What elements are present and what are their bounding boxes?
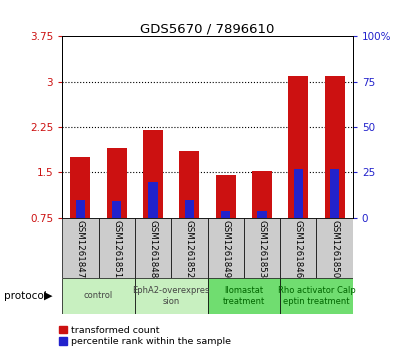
Bar [76,200,85,218]
Legend: transformed count, percentile rank within the sample: transformed count, percentile rank withi… [59,326,231,346]
FancyBboxPatch shape [171,218,208,278]
Bar [330,169,339,218]
Text: GSM1261851: GSM1261851 [112,220,121,278]
Text: EphA2-overexpres
sion: EphA2-overexpres sion [132,286,210,306]
Text: GSM1261848: GSM1261848 [149,220,158,278]
Bar [179,151,199,218]
Text: GSM1261846: GSM1261846 [294,220,303,278]
FancyBboxPatch shape [280,218,317,278]
Bar [325,76,344,218]
Bar [221,211,230,218]
Bar [149,182,158,218]
Text: Rho activator Calp
eptin treatment: Rho activator Calp eptin treatment [278,286,355,306]
Title: GDS5670 / 7896610: GDS5670 / 7896610 [140,22,275,35]
Text: GSM1261853: GSM1261853 [257,220,266,278]
Text: ▶: ▶ [44,291,52,301]
Text: GSM1261849: GSM1261849 [221,220,230,278]
Bar [216,175,236,218]
FancyBboxPatch shape [208,278,280,314]
FancyBboxPatch shape [280,278,353,314]
Text: GSM1261850: GSM1261850 [330,220,339,278]
Text: GSM1261852: GSM1261852 [185,220,194,278]
Bar [294,169,303,218]
FancyBboxPatch shape [62,218,99,278]
Text: llomastat
treatment: llomastat treatment [223,286,265,306]
Text: GSM1261847: GSM1261847 [76,220,85,278]
FancyBboxPatch shape [208,218,244,278]
FancyBboxPatch shape [135,278,208,314]
Text: control: control [84,291,113,300]
Bar [252,171,272,218]
Bar [71,157,90,218]
FancyBboxPatch shape [99,218,135,278]
FancyBboxPatch shape [135,218,171,278]
Bar [185,200,194,218]
Bar [112,201,121,218]
Bar [107,148,127,218]
FancyBboxPatch shape [317,218,353,278]
Bar [257,211,266,218]
Bar [143,130,163,218]
Text: protocol: protocol [4,291,47,301]
Bar [288,76,308,218]
FancyBboxPatch shape [62,278,135,314]
FancyBboxPatch shape [244,218,280,278]
